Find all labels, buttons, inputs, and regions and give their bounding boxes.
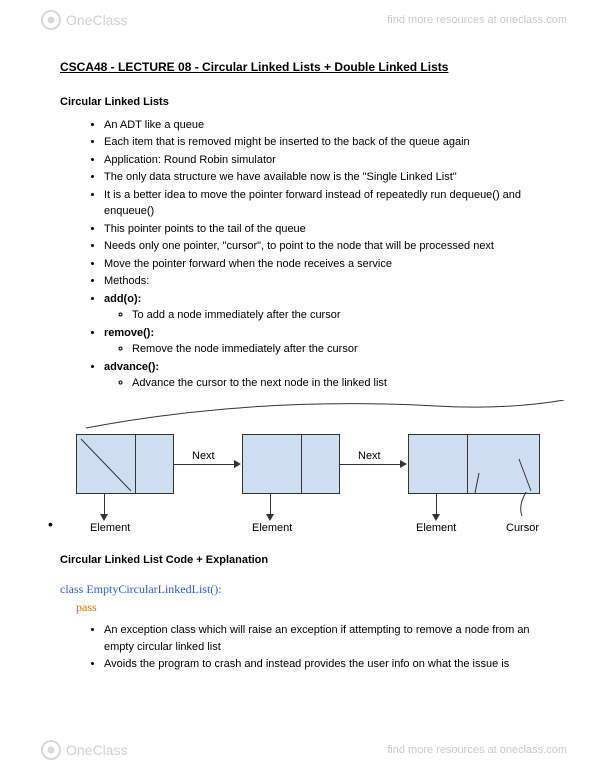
- code-line: class EmptyCircularLinkedList():: [60, 580, 559, 598]
- method-name: remove():: [104, 327, 154, 339]
- list-item: Move the pointer forward when the node r…: [104, 256, 559, 273]
- list-item: Each item that is removed might be inser…: [104, 134, 559, 151]
- logo-icon: [40, 9, 62, 31]
- page-footer: OneClass find more resources at oneclass…: [0, 736, 595, 764]
- list-item: remove(): Remove the node immediately af…: [104, 325, 559, 358]
- brand-logo: OneClass: [40, 9, 127, 31]
- list-item: This pointer points to the tail of the q…: [104, 221, 559, 238]
- list-item: An ADT like a queue: [104, 117, 559, 134]
- code-snippet: class EmptyCircularLinkedList(): pass: [60, 580, 559, 616]
- bullet-list-2: An exception class which will raise an e…: [60, 622, 559, 673]
- tagline: find more resources at oneclass.com: [387, 744, 567, 756]
- list-item: add(o): To add a node immediately after …: [104, 291, 559, 324]
- list-item: Needs only one pointer, "cursor", to poi…: [104, 238, 559, 255]
- next-label: Next: [192, 448, 215, 465]
- list-item: The only data structure we have availabl…: [104, 169, 559, 186]
- section-heading-1: Circular Linked Lists: [60, 94, 559, 111]
- diagram-node: [408, 434, 540, 494]
- document-body: CSCA48 - LECTURE 08 - Circular Linked Li…: [60, 58, 559, 674]
- code-line: pass: [60, 598, 559, 616]
- brand-name: OneClass: [66, 12, 127, 28]
- next-label: Next: [358, 448, 381, 465]
- list-item: To add a node immediately after the curs…: [132, 307, 559, 324]
- linked-list-diagram: Next Element Next Element Element Cursor…: [76, 406, 559, 532]
- node-slash-icon: [77, 435, 175, 495]
- page-title: CSCA48 - LECTURE 08 - Circular Linked Li…: [60, 58, 559, 76]
- method-name: add(o):: [104, 293, 141, 305]
- cursor-pointer-icon: [516, 492, 536, 522]
- tagline: find more resources at oneclass.com: [387, 14, 567, 26]
- page-header: OneClass find more resources at oneclass…: [0, 6, 595, 34]
- cursor-label: Cursor: [506, 520, 539, 537]
- element-label: Element: [252, 520, 292, 537]
- list-item: An exception class which will raise an e…: [104, 622, 559, 655]
- list-item: Remove the node immediately after the cu…: [132, 341, 559, 358]
- element-label: Element: [416, 520, 456, 537]
- section-heading-2: Circular Linked List Code + Explanation: [60, 552, 559, 569]
- list-item: Application: Round Robin simulator: [104, 152, 559, 169]
- curve-arrow: [76, 400, 576, 430]
- bullet-icon: •: [48, 514, 53, 535]
- element-label: Element: [90, 520, 130, 537]
- list-item: Methods:: [104, 273, 559, 290]
- diagram-node: [76, 434, 174, 494]
- brand-name: OneClass: [66, 742, 127, 758]
- bullet-list-1: An ADT like a queue Each item that is re…: [60, 117, 559, 392]
- logo-icon: [40, 739, 62, 761]
- list-item: Avoids the program to crash and instead …: [104, 656, 559, 673]
- node-slash-icon: [409, 435, 541, 495]
- diagram-node: [242, 434, 340, 494]
- list-item: It is a better idea to move the pointer …: [104, 187, 559, 220]
- method-name: advance():: [104, 361, 159, 373]
- list-item: advance(): Advance the cursor to the nex…: [104, 359, 559, 392]
- list-item: Advance the cursor to the next node in t…: [132, 375, 559, 392]
- brand-logo: OneClass: [40, 739, 127, 761]
